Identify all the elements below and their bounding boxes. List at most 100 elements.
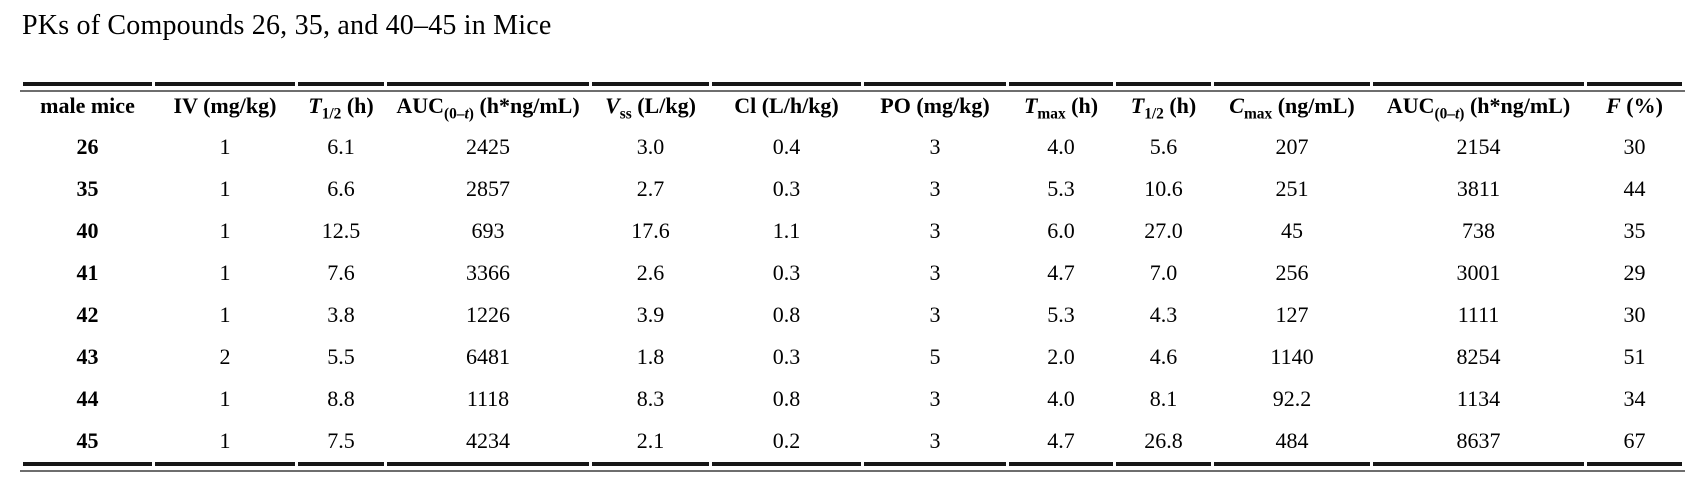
table-cell: 8.8 [327,386,355,411]
table-row: 44 1 8.8 1118 8.3 0.8 3 4.0 8.1 92.2 1134 34 [23,378,1682,420]
table-cell: 3 [929,218,941,243]
table-cell: 17.6 [631,218,670,243]
table-cell: 127 [1275,302,1309,327]
header-text: max [1037,105,1066,123]
header-text: V [605,93,620,118]
table-cell: 4234 [387,420,589,466]
table-cell: 6481 [466,344,510,369]
table-cell: 6.6 [327,176,355,201]
column-header: AUC(0–t) (h*ng/mL) [387,82,589,126]
compound-id: 44 [76,386,99,411]
header-text: F [1606,93,1621,118]
table-cell: 3366 [466,260,510,285]
table-cell: 1 [219,134,231,159]
column-header: Vss (L/kg) [592,82,709,126]
header-text: max [1243,105,1273,123]
table-cell: 51 [1623,344,1646,369]
header-text: t [464,105,469,123]
table-cell: 0.4 [772,134,801,159]
table-cell: 6.1 [327,134,355,159]
table-cell: 27.0 [1144,218,1183,243]
table-cell: 1226 [466,302,510,327]
table-cell: 1 [219,260,231,285]
table-cell: 484 [1214,420,1370,466]
table-cell: 3.0 [636,134,665,159]
column-header: IV (mg/kg) [155,82,295,126]
table-row: 45 1 7.5 4234 2.1 0.2 3 4.7 26.8 484 8637 67 [23,420,1682,466]
header-text: t [1455,105,1460,123]
header-text: Cl (L/h/kg) [734,93,839,118]
column-header: F (%) [1587,82,1682,126]
compound-id: 26 [76,134,99,159]
column-header: Cmax (ng/mL) [1214,82,1370,126]
column-header: T1/2 (h) [298,82,384,126]
pk-table: male mice IV (mg/kg) T1/2 (h) AUC(0–t) (h*n… [20,82,1685,466]
table-cell: 2 [219,344,231,369]
table-cell: 3.8 [327,302,355,327]
table-cell: 1.1 [772,218,801,243]
table-cell: 1111 [1457,302,1500,327]
table-cell: 1.8 [636,344,665,369]
table-cell: 0.8 [772,386,801,411]
header-text: AUC [396,93,444,118]
header-text: 1/2 [321,105,342,123]
table-cell: 1118 [466,386,510,411]
table-cell: 35 [1623,218,1646,243]
table-cell: 2.6 [636,260,665,285]
table-cell: 4.0 [1047,386,1075,411]
column-header: AUC(0–t) (h*ng/mL) [1373,82,1584,126]
table-cell: 5 [929,344,941,369]
table-cell: 738 [1462,218,1495,243]
table-cell: 3.9 [636,302,665,327]
table-cell: 693 [471,218,505,243]
header-text: (0– [443,105,465,123]
table-cell: 7.5 [298,420,384,466]
table-row: 43 2 5.5 6481 1.8 0.3 5 2.0 4.6 1140 8254 51 [23,336,1682,378]
header-text: ) [468,105,474,123]
table-cell: 3 [929,386,941,411]
header-text: male mice [40,93,135,118]
compound-id: 42 [76,302,99,327]
header-text: AUC [1386,93,1435,118]
column-header: Cl (L/h/kg) [712,82,861,126]
table-cell: 2.1 [592,420,709,466]
table-row: 35 1 6.6 2857 2.7 0.3 3 5.3 10.6 251 3811 44 [23,168,1682,210]
table-cell: 1 [219,386,231,411]
table-cell: 8637 [1373,420,1584,466]
header-text: (0– [1434,105,1456,123]
table-cell: 256 [1275,260,1309,285]
compound-id: 40 [76,218,99,243]
table-cell: 207 [1275,134,1309,159]
table-cell: 12.5 [321,218,361,243]
table-cell: 67 [1587,420,1682,466]
table-cell: 8.1 [1149,386,1178,411]
header-text: C [1229,93,1244,118]
table-cell: 4.6 [1149,344,1178,369]
table-cell: 4.7 [1047,260,1075,285]
compound-id: 45 [23,420,152,466]
bottom-rule-thin-line [20,470,1685,472]
table-cell: 0.3 [772,260,801,285]
table-cell: 1 [219,218,231,243]
table-cell: 4.0 [1047,134,1075,159]
table-cell: 29 [1623,260,1646,285]
header-text: (L/kg) [631,93,696,118]
top-rule-thin-line [20,90,1685,92]
header-text: T [1023,93,1038,118]
table-cell: 92.2 [1272,386,1312,411]
header-text: (h*ng/mL) [1464,93,1571,118]
compound-id: 43 [76,344,99,369]
header-text: T [1130,93,1145,118]
table-cell: 8.3 [636,386,665,411]
table-cell: 30 [1623,134,1646,159]
table-cell: 4.7 [1009,420,1113,466]
header-text: (%) [1620,93,1663,118]
table-cell: 3 [929,302,941,327]
table-cell: 3 [929,134,941,159]
header-text: ss [619,105,632,123]
table-cell: 3811 [1456,176,1501,201]
table-cell: 2.0 [1047,344,1075,369]
column-header: male mice [23,82,152,126]
table-cell: 0.3 [772,176,801,201]
